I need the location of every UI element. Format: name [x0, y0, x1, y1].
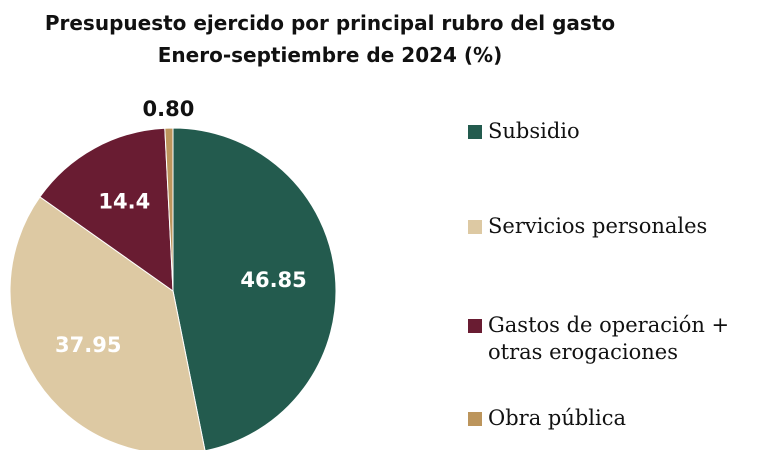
legend-item: Obra pública	[468, 405, 758, 432]
pie-slice	[172, 127, 337, 450]
legend-swatch	[468, 319, 482, 333]
legend-swatch	[468, 220, 482, 234]
data-label: 37.95	[55, 333, 121, 357]
data-label: 46.85	[240, 268, 306, 292]
legend-label: Gastos de operación + otras erogaciones	[488, 313, 730, 364]
data-label: 14.4	[98, 189, 150, 213]
legend-label: Servicios personales	[488, 214, 708, 238]
legend-swatch	[468, 125, 482, 139]
legend-swatch	[468, 412, 482, 426]
legend-label: Obra pública	[488, 406, 627, 430]
legend-label: Subsidio	[488, 119, 580, 143]
legend-item: Gastos de operación + otras erogaciones	[468, 312, 758, 366]
chart-subtitle: Enero-septiembre de 2024 (%)	[158, 43, 502, 67]
legend-item: Subsidio	[468, 118, 758, 145]
data-label: 0.80	[143, 97, 195, 121]
pie-slice	[9, 196, 206, 450]
pie-slice	[39, 127, 174, 293]
pie-slice	[164, 127, 174, 292]
chart-title: Presupuesto ejercido por principal rubro…	[45, 11, 615, 35]
legend-item: Servicios personales	[468, 213, 758, 240]
